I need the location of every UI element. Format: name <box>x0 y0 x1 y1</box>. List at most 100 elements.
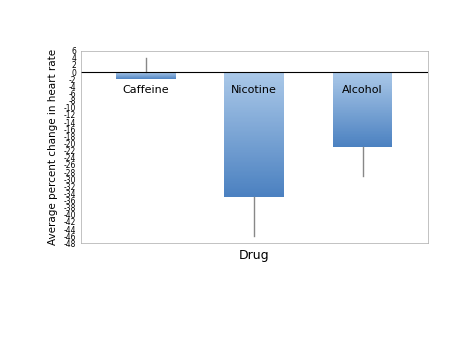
Bar <box>225 185 284 186</box>
Text: Caffeine: Caffeine <box>123 84 169 95</box>
Bar <box>333 143 392 144</box>
Bar <box>225 127 284 128</box>
Bar <box>333 138 392 139</box>
Bar <box>225 104 284 106</box>
Bar <box>225 132 284 133</box>
Bar <box>225 92 284 93</box>
Bar <box>225 101 284 102</box>
Bar <box>333 81 392 82</box>
Bar <box>333 76 392 77</box>
Bar <box>333 127 392 128</box>
Bar <box>333 119 392 120</box>
Bar <box>225 118 284 120</box>
Bar <box>333 145 392 146</box>
Bar <box>333 87 392 88</box>
Bar <box>225 151 284 152</box>
Bar <box>225 170 284 171</box>
Bar <box>225 138 284 140</box>
Bar <box>333 83 392 84</box>
Bar <box>225 96 284 97</box>
Bar <box>225 163 284 165</box>
Bar <box>333 133 392 134</box>
Bar <box>225 90 284 91</box>
Bar <box>333 116 392 117</box>
Bar <box>225 95 284 96</box>
Bar <box>225 145 284 146</box>
Bar <box>333 73 392 74</box>
Bar <box>225 115 284 116</box>
Bar <box>333 110 392 111</box>
Bar <box>225 188 284 190</box>
Bar <box>225 82 284 83</box>
Bar <box>333 94 392 95</box>
Bar <box>225 193 284 194</box>
Bar <box>225 113 284 115</box>
Bar <box>333 122 392 123</box>
Bar <box>333 86 392 87</box>
Bar <box>225 179 284 181</box>
Bar <box>225 128 284 129</box>
Bar <box>333 107 392 108</box>
Bar <box>333 136 392 137</box>
Bar <box>333 84 392 85</box>
Bar <box>333 95 392 96</box>
Bar <box>225 171 284 172</box>
Bar <box>225 160 284 161</box>
Bar <box>225 111 284 112</box>
Bar <box>225 93 284 95</box>
Bar <box>225 149 284 151</box>
Y-axis label: Average percent change in heart rate: Average percent change in heart rate <box>48 49 58 245</box>
Bar <box>225 140 284 141</box>
Bar <box>333 78 392 79</box>
Bar <box>225 178 284 179</box>
Bar <box>333 132 392 133</box>
Bar <box>333 111 392 112</box>
Bar <box>225 108 284 110</box>
Bar <box>225 123 284 125</box>
Bar <box>333 96 392 97</box>
Bar <box>333 100 392 101</box>
Bar <box>225 110 284 111</box>
Bar <box>333 72 392 73</box>
Bar <box>333 113 392 114</box>
Bar <box>333 93 392 94</box>
Bar <box>225 107 284 108</box>
Bar <box>225 137 284 138</box>
Bar <box>225 87 284 88</box>
Bar <box>225 102 284 103</box>
Bar <box>333 117 392 118</box>
Bar <box>333 92 392 93</box>
Text: Alcohol: Alcohol <box>342 84 383 95</box>
Bar <box>225 120 284 121</box>
Bar <box>225 153 284 154</box>
Bar <box>225 136 284 137</box>
Bar <box>225 181 284 182</box>
Bar <box>225 174 284 176</box>
Bar <box>333 123 392 124</box>
Bar <box>225 112 284 113</box>
Bar <box>225 83 284 84</box>
Bar <box>333 79 392 80</box>
Bar <box>333 134 392 135</box>
Bar <box>225 156 284 157</box>
Bar <box>333 142 392 143</box>
Bar <box>225 106 284 107</box>
Bar <box>333 82 392 83</box>
Bar <box>225 192 284 193</box>
Bar <box>333 139 392 140</box>
Bar <box>333 106 392 107</box>
Bar <box>225 165 284 166</box>
Bar <box>225 126 284 127</box>
Bar <box>225 76 284 77</box>
Bar <box>225 191 284 192</box>
Bar <box>225 190 284 191</box>
Bar <box>333 75 392 76</box>
Bar <box>225 141 284 142</box>
Bar <box>333 131 392 132</box>
Bar <box>333 114 392 115</box>
Bar <box>225 186 284 187</box>
Bar <box>333 146 392 147</box>
Bar <box>333 77 392 78</box>
Bar <box>225 196 284 197</box>
Bar <box>225 182 284 183</box>
